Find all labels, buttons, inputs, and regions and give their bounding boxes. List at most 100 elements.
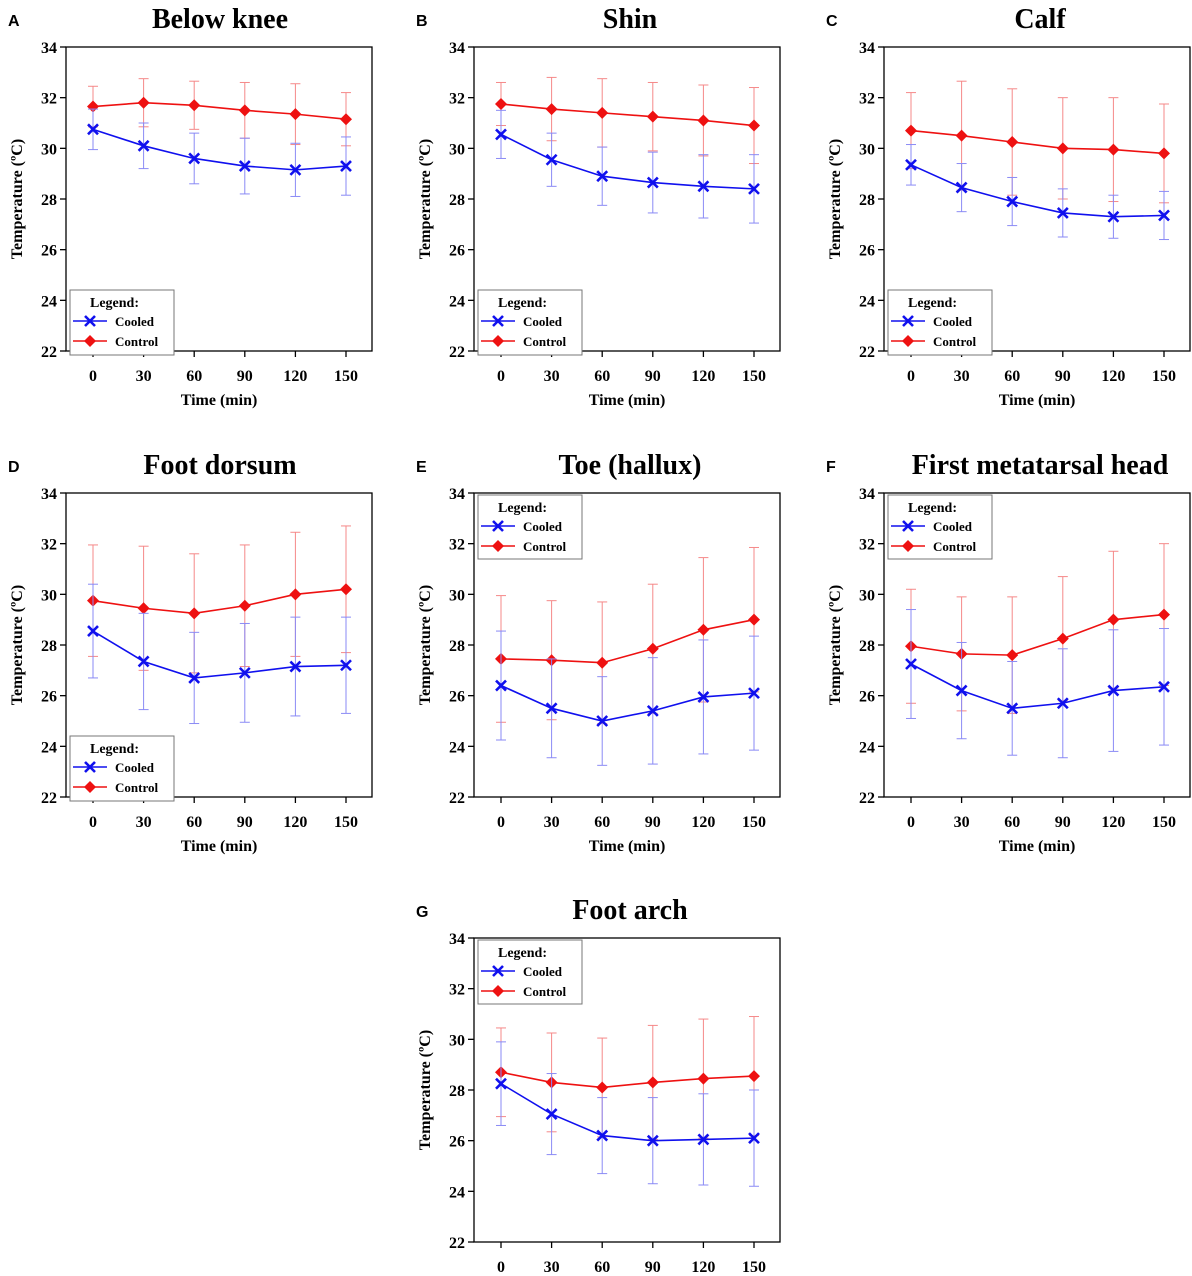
data-point-control	[340, 113, 352, 126]
y-tick-label: 34	[859, 40, 875, 57]
legend-label-cooled: Cooled	[115, 314, 155, 329]
y-tick-label: 32	[449, 982, 465, 999]
panel-title: Foot arch	[572, 895, 688, 926]
data-point-control	[905, 124, 917, 137]
series-cooled	[87, 583, 352, 725]
series-cooled	[905, 144, 1170, 241]
x-tick-label: 0	[497, 1259, 505, 1276]
panel-letter: D	[8, 459, 20, 476]
x-tick-label: 60	[1004, 368, 1020, 385]
x-axis-title: Time (min)	[999, 392, 1076, 409]
series-line	[500, 618, 755, 664]
data-point-control	[1158, 147, 1170, 160]
x-tick-label: 120	[283, 814, 307, 831]
data-point-cooled	[646, 176, 659, 189]
series-line	[910, 164, 1165, 218]
data-point-cooled	[495, 679, 507, 692]
series-cooled	[495, 109, 760, 224]
y-tick-label: 24	[859, 293, 875, 310]
legend-label-cooled: Cooled	[933, 519, 973, 534]
y-axis-title: Temperature (ºC)	[417, 139, 434, 259]
panel-letter: F	[826, 459, 836, 476]
legend-marker-control	[492, 540, 504, 552]
legend-label-cooled: Cooled	[523, 519, 563, 534]
legend-label-control: Control	[933, 539, 976, 554]
data-point-cooled	[340, 160, 352, 172]
data-point-control	[646, 642, 659, 655]
data-point-control	[697, 623, 710, 636]
panel-letter: G	[416, 904, 428, 921]
data-point-control	[340, 583, 352, 596]
panel-letter: B	[416, 13, 428, 30]
data-point-cooled	[1056, 207, 1069, 219]
data-point-control	[748, 613, 760, 626]
data-point-cooled	[1107, 210, 1120, 223]
y-axis-title: Temperature (ºC)	[9, 139, 26, 259]
x-tick-label: 90	[1055, 814, 1071, 831]
y-tick-label: 26	[859, 689, 875, 706]
data-point-control	[238, 599, 251, 612]
y-tick-label: 24	[449, 739, 465, 756]
data-point-control	[697, 114, 710, 127]
data-point-control	[545, 103, 558, 116]
legend-label-control: Control	[115, 334, 158, 349]
data-point-control	[188, 607, 201, 620]
series-line	[92, 588, 347, 615]
data-point-control	[1006, 649, 1019, 662]
legend-marker-cooled	[492, 315, 504, 327]
y-tick-label: 30	[449, 587, 465, 604]
y-tick-label: 32	[449, 91, 465, 108]
legend-title: Legend:	[498, 296, 547, 311]
y-tick-label: 22	[41, 790, 57, 807]
x-tick-label: 0	[907, 368, 915, 385]
data-point-cooled	[697, 1133, 710, 1146]
y-tick-label: 30	[859, 141, 875, 158]
y-tick-label: 26	[449, 1134, 465, 1151]
x-axis-title: Time (min)	[999, 838, 1076, 855]
panel-letter: A	[8, 13, 20, 30]
data-point-cooled	[748, 182, 760, 195]
panel-g: G Foot arch 22 24 26 28 30 32 34 0 30 60 90 120 150 Tem…	[416, 895, 781, 1276]
panel-f: F First metatarsal head 22 24 26 28 30 32 34 0 30 6…	[826, 450, 1191, 855]
legend-marker-control	[84, 781, 96, 793]
y-axis-title: Temperature (ºC)	[417, 585, 434, 705]
data-point-cooled	[646, 704, 659, 717]
x-tick-label: 0	[497, 814, 505, 831]
data-point-cooled	[646, 1134, 659, 1147]
y-tick-label: 26	[41, 689, 57, 706]
data-point-cooled	[188, 672, 201, 684]
data-point-cooled	[1006, 195, 1019, 208]
data-point-control	[1056, 632, 1069, 645]
y-tick-label: 22	[449, 344, 465, 361]
data-point-control	[1056, 142, 1069, 155]
data-point-cooled	[1158, 680, 1170, 693]
y-tick-label: 22	[41, 344, 57, 361]
x-tick-label: 60	[594, 1259, 610, 1276]
series-control	[495, 546, 760, 725]
data-point-cooled	[955, 181, 968, 194]
legend-marker-cooled	[84, 761, 96, 773]
data-point-control	[137, 602, 150, 615]
y-tick-label: 24	[41, 293, 57, 310]
y-tick-label: 28	[41, 192, 57, 209]
panel-a: A Below knee 22 24 26 28 30 32 34 0 30 60 90 120 150 Ti…	[8, 4, 373, 409]
legend-title: Legend:	[908, 296, 957, 311]
series-control	[905, 80, 1170, 204]
x-tick-label: 90	[645, 1259, 661, 1276]
y-tick-label: 28	[449, 638, 465, 655]
legend-marker-control	[84, 335, 96, 347]
y-tick-label: 32	[859, 91, 875, 108]
y-tick-label: 28	[449, 1083, 465, 1100]
data-point-cooled	[905, 658, 917, 670]
data-point-control	[137, 96, 150, 109]
legend: Legend: Cooled Control	[69, 289, 175, 356]
x-tick-label: 150	[1152, 814, 1176, 831]
data-point-cooled	[289, 660, 302, 673]
legend-marker-control	[902, 540, 914, 552]
series-control	[495, 1016, 760, 1140]
y-axis-title: Temperature (ºC)	[9, 585, 26, 705]
y-tick-label: 24	[449, 293, 465, 310]
data-point-cooled	[238, 666, 251, 679]
data-point-control	[495, 98, 507, 110]
series-cooled	[905, 609, 1170, 759]
